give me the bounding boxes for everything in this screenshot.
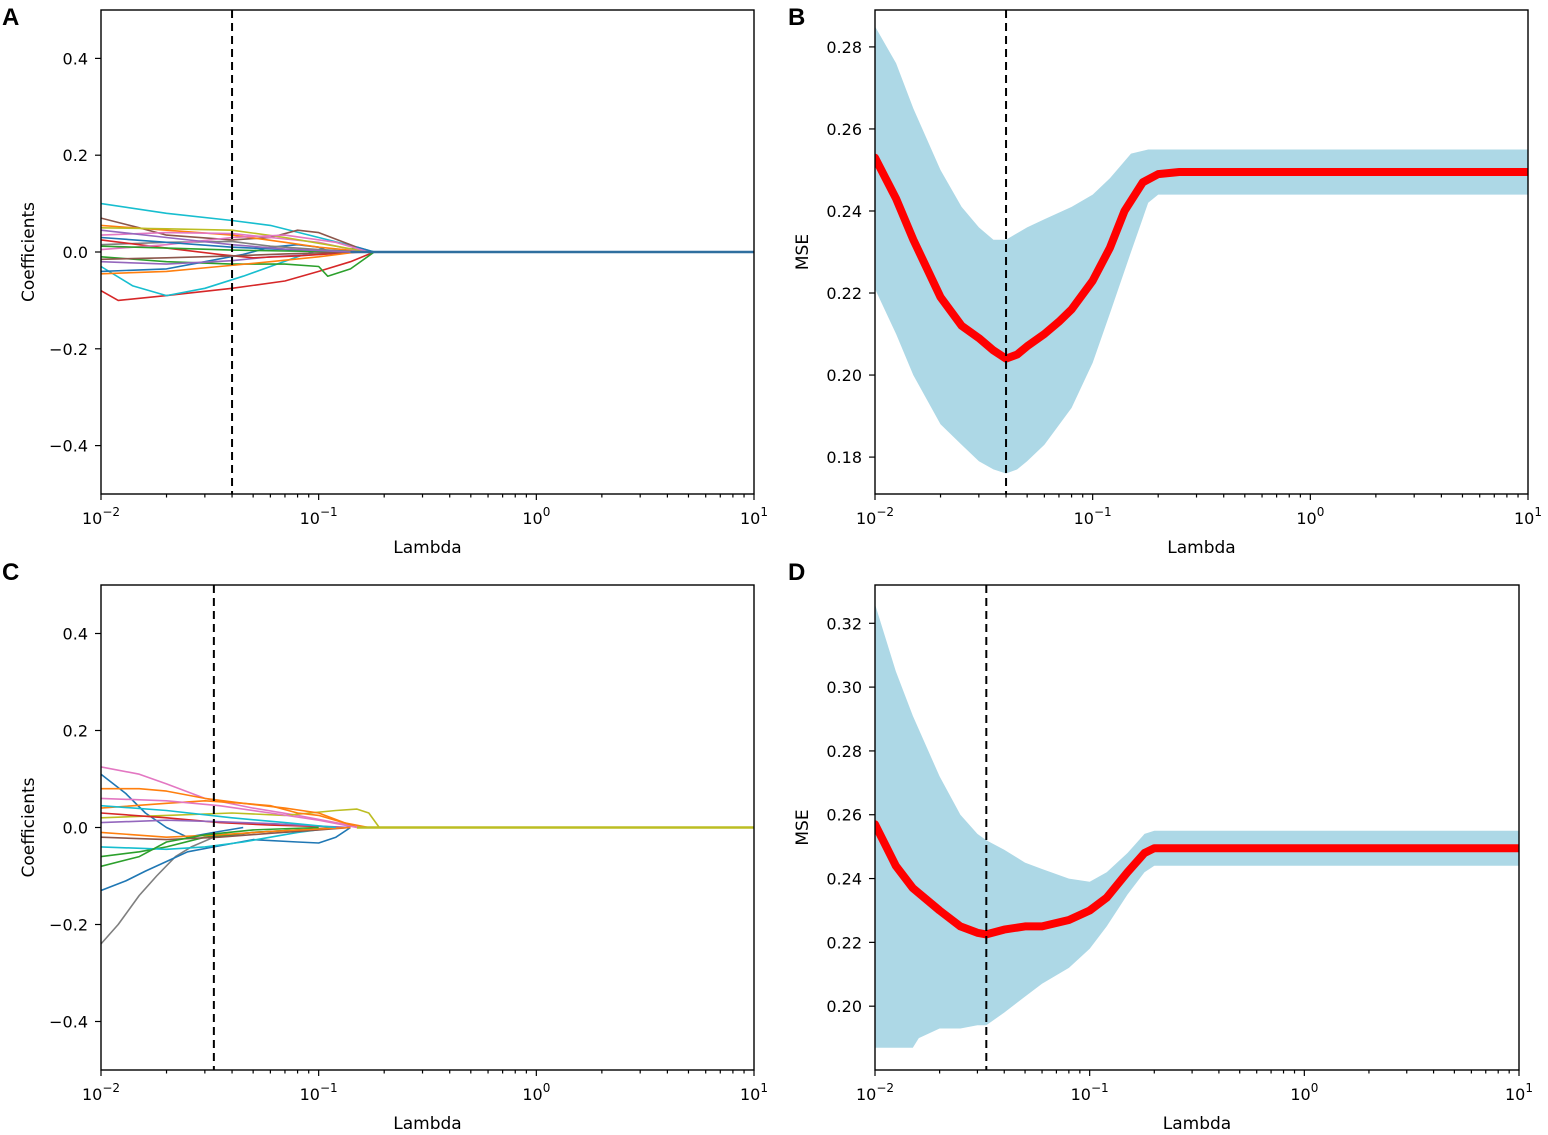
y-tick-label-d: 0.24 [826,870,862,889]
x-tick-label-c: 10−2 [82,1081,120,1104]
y-tick-label-d: 0.20 [826,997,862,1016]
coef-path-c [101,804,336,829]
y-tick-label-b: 0.24 [826,202,862,221]
panel-letter-b: B [788,4,805,31]
x-axis-label-c: Lambda [393,1114,461,1134]
y-tick-label-d: 0.26 [826,806,862,825]
error-band-b [875,26,1528,474]
y-tick-label-c: −0.2 [49,916,88,935]
coef-path-a [101,251,375,302]
y-axis-label-d: MSE [793,809,813,845]
x-tick-label-a: 10−2 [82,505,120,528]
y-tick-label-c: 0.4 [63,625,88,644]
y-tick-label-a: −0.2 [49,340,88,359]
axes-frame-b [874,9,1529,495]
axes-frame-d [874,584,1520,1071]
y-axis-label-c: Coefficients [19,777,39,877]
coef-path-c [101,826,337,851]
coef-path-c [101,808,380,828]
coef-path-a [101,251,375,277]
panel-letter-c: C [2,559,19,586]
panel-b-mse-curve: 0.18 0.20 0.22 0.24 0.26 0.28 10−2 10−1 100 101 La… [793,9,1542,558]
y-tick-label-d: 0.30 [826,678,862,697]
coef-path-c [101,826,319,868]
coef-path-a [101,234,370,253]
y-tick-label-c: 0.2 [63,722,88,741]
y-tick-label-a: 0.4 [63,49,88,68]
x-tick-label-a: 10−1 [300,505,338,528]
y-tick-label-a: 0.2 [63,146,88,165]
x-axis-label-b: Lambda [1167,538,1235,558]
y-tick-label-d: 0.22 [826,933,862,952]
y-tick-label-b: 0.22 [826,284,862,303]
coef-path-c [101,766,364,829]
x-tick-label-c: 100 [522,1081,550,1104]
x-tick-label-d: 10−2 [856,1081,894,1104]
mse-line-d [875,820,1519,939]
x-tick-label-d: 101 [1505,1081,1533,1104]
y-tick-label-b: 0.26 [826,120,862,139]
coef-path-a [101,251,358,275]
x-tick-label-b: 100 [1296,505,1324,528]
y-tick-label-d: 0.28 [826,742,862,761]
coef-path-c [101,826,351,838]
y-axis-label-a: Coefficients [19,202,39,302]
panel-a-coefficient-paths: −0.4 −0.2 0.0 0.2 0.4 10−2 10−1 100 101 Lambda Coe… [19,9,768,558]
panel-c-coefficient-paths: −0.4 −0.2 0.0 0.2 0.4 10−2 10−1 100 101 Lambda Coe… [19,584,768,1134]
x-tick-label-d: 100 [1290,1081,1318,1104]
y-tick-label-a: −0.4 [49,437,88,456]
x-tick-label-b: 10−2 [856,505,894,528]
x-tick-label-c: 10−1 [300,1081,338,1104]
coef-path-c [101,800,358,829]
coef-path-c [101,797,358,829]
coef-path-a [101,240,364,253]
x-tick-label-b: 10−1 [1074,505,1112,528]
y-tick-label-b: 0.20 [826,366,862,385]
coef-path-a [101,227,369,253]
x-tick-label-a: 100 [522,505,550,528]
panel-letter-d: D [788,559,805,586]
coef-path-a [101,251,351,261]
panel-d-mse-curve: 0.20 0.22 0.24 0.26 0.28 0.30 0.32 10−2 10−1 100 1… [793,584,1533,1134]
x-tick-label-b: 101 [1514,505,1542,528]
plot-area-b [875,26,1528,474]
y-tick-label-d: 0.32 [826,614,862,633]
x-tick-label-d: 10−1 [1071,1081,1109,1104]
x-tick-label-a: 101 [740,505,768,528]
plot-area-a [101,202,754,302]
error-band-d [875,604,1519,1048]
y-tick-label-c: −0.4 [49,1013,88,1032]
coef-path-c [101,819,351,829]
mse-line-b [875,153,1528,363]
y-axis-label-b: MSE [793,234,813,270]
y-tick-label-b: 0.28 [826,38,862,57]
x-tick-label-c: 101 [740,1081,768,1104]
x-axis-label-d: Lambda [1163,1114,1231,1134]
y-tick-label-b: 0.18 [826,448,862,467]
plot-area-c [101,766,754,945]
panel-letter-a: A [2,4,19,31]
x-axis-label-a: Lambda [393,538,461,558]
y-tick-label-c: 0.0 [63,819,88,838]
plot-area-d [875,604,1519,1048]
y-tick-label-a: 0.0 [63,243,88,262]
